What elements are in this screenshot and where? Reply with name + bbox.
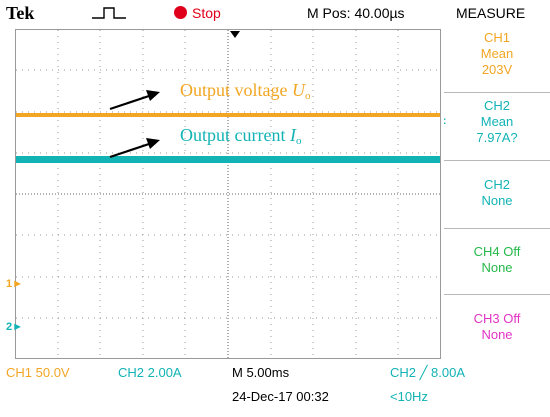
- measure-slot-1[interactable]: CH1 Mean 203V: [444, 30, 550, 78]
- slot-line: CH1: [483, 30, 510, 45]
- waveform-graticule: [15, 29, 441, 359]
- slot-line: CH4 Off: [473, 244, 521, 259]
- ch2-edge-marker: :: [443, 116, 447, 127]
- ch2-trace: [16, 156, 440, 163]
- output-voltage-label: Output voltage Uo: [180, 80, 311, 102]
- slot-line: None: [481, 260, 513, 275]
- date-time: 24-Dec-17 00:32: [232, 389, 329, 404]
- trigger-position-icon: [230, 31, 240, 38]
- ch1-ground-marker: 1►: [6, 278, 24, 290]
- measure-slot-4[interactable]: CH4 Off None: [444, 244, 550, 276]
- slot-line: Mean: [480, 114, 514, 129]
- measure-slot-3[interactable]: CH2 None: [444, 177, 550, 209]
- output-current-label: Output current Io: [180, 125, 302, 147]
- brand-logo: Tek: [6, 3, 35, 23]
- status-header: Tek Stop M Pos: 40.00µs MEASURE: [0, 0, 550, 26]
- slot-line: 203V: [481, 62, 513, 77]
- measure-slot-2[interactable]: CH2 Mean 7.97A?: [444, 98, 550, 146]
- ch2-ground-marker: 2►: [6, 321, 24, 333]
- ch2-scale: CH2 2.00A: [118, 365, 182, 380]
- slot-line: CH2: [483, 177, 510, 192]
- ch1-scale: CH1 50.0V: [6, 365, 70, 380]
- slot-line: 7.97A?: [476, 130, 518, 145]
- slot-line: None: [481, 193, 513, 208]
- trigger-setting: CH2 ╱ 8.00A: [390, 365, 466, 380]
- timebase: M 5.00ms: [232, 365, 290, 380]
- arrow-current: [109, 141, 153, 159]
- menu-divider: [444, 228, 550, 229]
- trigger-edge-icon: [92, 7, 126, 19]
- measure-slot-5[interactable]: CH3 Off None: [444, 311, 550, 343]
- slot-line: None: [481, 327, 513, 342]
- measure-sidebar: CH1 Mean 203V CH2 Mean 7.97A? CH2 None C…: [444, 26, 550, 362]
- menu-divider: [444, 92, 550, 93]
- ch1-trace: [16, 113, 440, 117]
- stop-indicator-icon: [174, 6, 187, 19]
- status-footer: CH1 50.0V CH2 2.00A M 5.00ms CH2 ╱ 8.00A…: [0, 362, 550, 417]
- horizontal-position: M Pos: 40.00µs: [307, 5, 405, 21]
- arrow-voltage-head: [146, 90, 160, 101]
- slot-line: CH2: [483, 98, 510, 113]
- menu-divider: [444, 160, 550, 161]
- arrow-voltage: [109, 93, 153, 111]
- slot-line: CH3 Off: [473, 311, 521, 326]
- menu-divider: [444, 294, 550, 295]
- run-state-label: Stop: [192, 5, 221, 21]
- trigger-frequency: <10Hz: [390, 389, 428, 404]
- measure-menu-title: MEASURE: [456, 5, 526, 21]
- slot-line: Mean: [480, 46, 514, 61]
- arrow-current-head: [146, 138, 160, 149]
